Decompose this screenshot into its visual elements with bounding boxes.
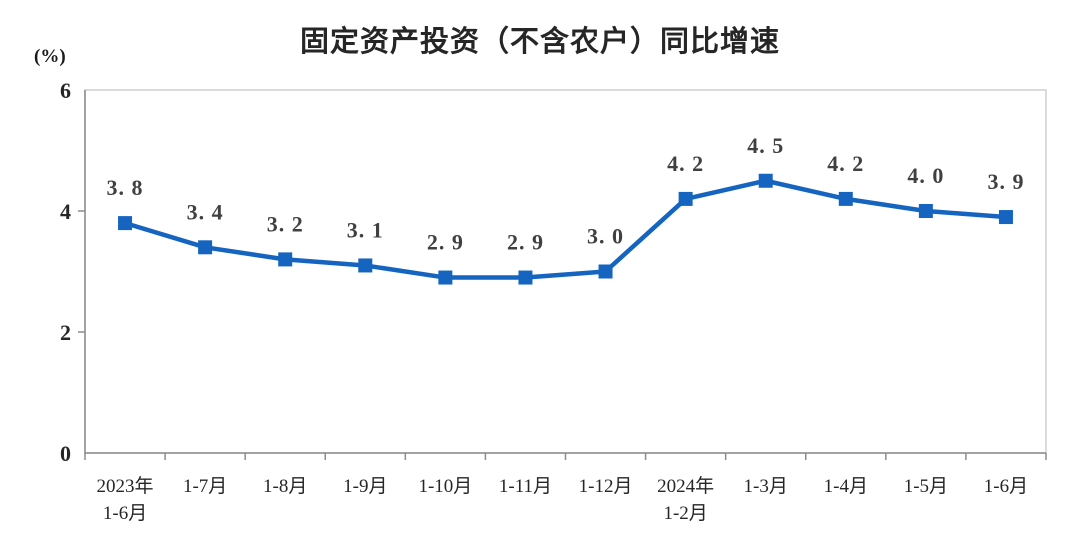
y-tick-label: 4 <box>60 199 71 224</box>
data-point-label: 3. 1 <box>347 217 384 242</box>
data-point-marker <box>198 240 213 255</box>
data-point-marker <box>518 270 533 285</box>
data-point-marker <box>278 252 293 267</box>
x-tick-label: 1-12月 <box>579 476 633 497</box>
x-tick-label: 1-9月 <box>343 476 387 497</box>
y-tick-label: 2 <box>60 320 71 345</box>
data-point-marker <box>358 258 373 273</box>
data-point-label: 3. 8 <box>107 175 144 200</box>
data-point-label: 4. 2 <box>827 151 864 176</box>
y-tick-label: 6 <box>60 78 71 103</box>
data-point-label: 4. 2 <box>667 151 704 176</box>
y-tick-label: 0 <box>60 441 71 466</box>
data-line <box>122 178 1009 280</box>
plot-area-frame <box>84 89 1047 454</box>
chart-title: 固定资产投资（不含农户）同比增速 <box>299 26 780 58</box>
data-point-label: 3. 4 <box>187 199 224 224</box>
data-point-label: 3. 9 <box>987 169 1024 194</box>
data-point-marker <box>678 191 693 206</box>
x-tick-label: 1-6月 <box>984 476 1028 497</box>
x-tick-label: 2023年 1-6月 <box>97 475 154 524</box>
data-point-label: 4. 0 <box>907 163 944 188</box>
x-tick-label: 1-8月 <box>263 476 307 497</box>
x-tick-label: 2024年 1-2月 <box>657 475 714 524</box>
x-tick-label: 1-4月 <box>824 476 868 497</box>
x-tick-label: 1-11月 <box>499 476 552 497</box>
data-point-marker <box>838 191 853 206</box>
data-point-marker <box>758 173 773 188</box>
data-point-label: 3. 2 <box>267 211 304 236</box>
data-point-label: 3. 0 <box>587 224 624 249</box>
data-point-marker <box>118 216 133 231</box>
data-point-marker <box>438 270 453 285</box>
data-point-label: 2. 9 <box>427 230 464 255</box>
x-tick-label: 1-10月 <box>418 476 472 497</box>
data-point-label: 2. 9 <box>507 230 544 255</box>
x-tick-label: 1-5月 <box>904 476 948 497</box>
x-tick-label: 1-7月 <box>183 476 227 497</box>
data-point-label: 4. 5 <box>747 133 784 158</box>
data-point-marker <box>918 204 933 218</box>
y-axis-unit-label: (%) <box>34 46 66 67</box>
data-point-marker <box>998 210 1013 225</box>
x-tick-label: 1-3月 <box>744 476 788 497</box>
data-point-marker <box>598 264 613 279</box>
